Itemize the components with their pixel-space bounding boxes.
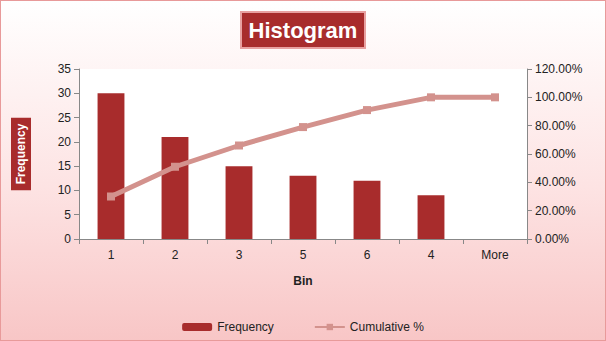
svg-text:40.00%: 40.00% <box>535 175 576 189</box>
svg-text:4: 4 <box>428 248 435 262</box>
svg-text:80.00%: 80.00% <box>535 119 576 133</box>
svg-text:Frequency: Frequency <box>14 123 28 184</box>
svg-text:10: 10 <box>58 183 72 197</box>
svg-text:Bin: Bin <box>293 274 312 288</box>
svg-text:60.00%: 60.00% <box>535 147 576 161</box>
svg-text:15: 15 <box>58 159 72 173</box>
svg-text:25: 25 <box>58 111 72 125</box>
svg-text:100.00%: 100.00% <box>535 90 583 104</box>
svg-text:Frequency: Frequency <box>217 320 274 334</box>
svg-text:20: 20 <box>58 135 72 149</box>
svg-text:2: 2 <box>172 248 179 262</box>
svg-text:0: 0 <box>64 232 71 246</box>
svg-text:120.00%: 120.00% <box>535 62 583 76</box>
svg-text:30: 30 <box>58 86 72 100</box>
svg-text:1: 1 <box>108 248 115 262</box>
svg-text:35: 35 <box>58 62 72 76</box>
svg-text:3: 3 <box>236 248 243 262</box>
svg-text:5: 5 <box>300 248 307 262</box>
svg-text:Cumulative %: Cumulative % <box>350 320 424 334</box>
svg-text:6: 6 <box>364 248 371 262</box>
svg-text:More: More <box>481 248 509 262</box>
svg-text:Histogram: Histogram <box>249 18 358 43</box>
svg-text:20.00%: 20.00% <box>535 204 576 218</box>
svg-text:5: 5 <box>64 208 71 222</box>
svg-text:0.00%: 0.00% <box>535 232 569 246</box>
